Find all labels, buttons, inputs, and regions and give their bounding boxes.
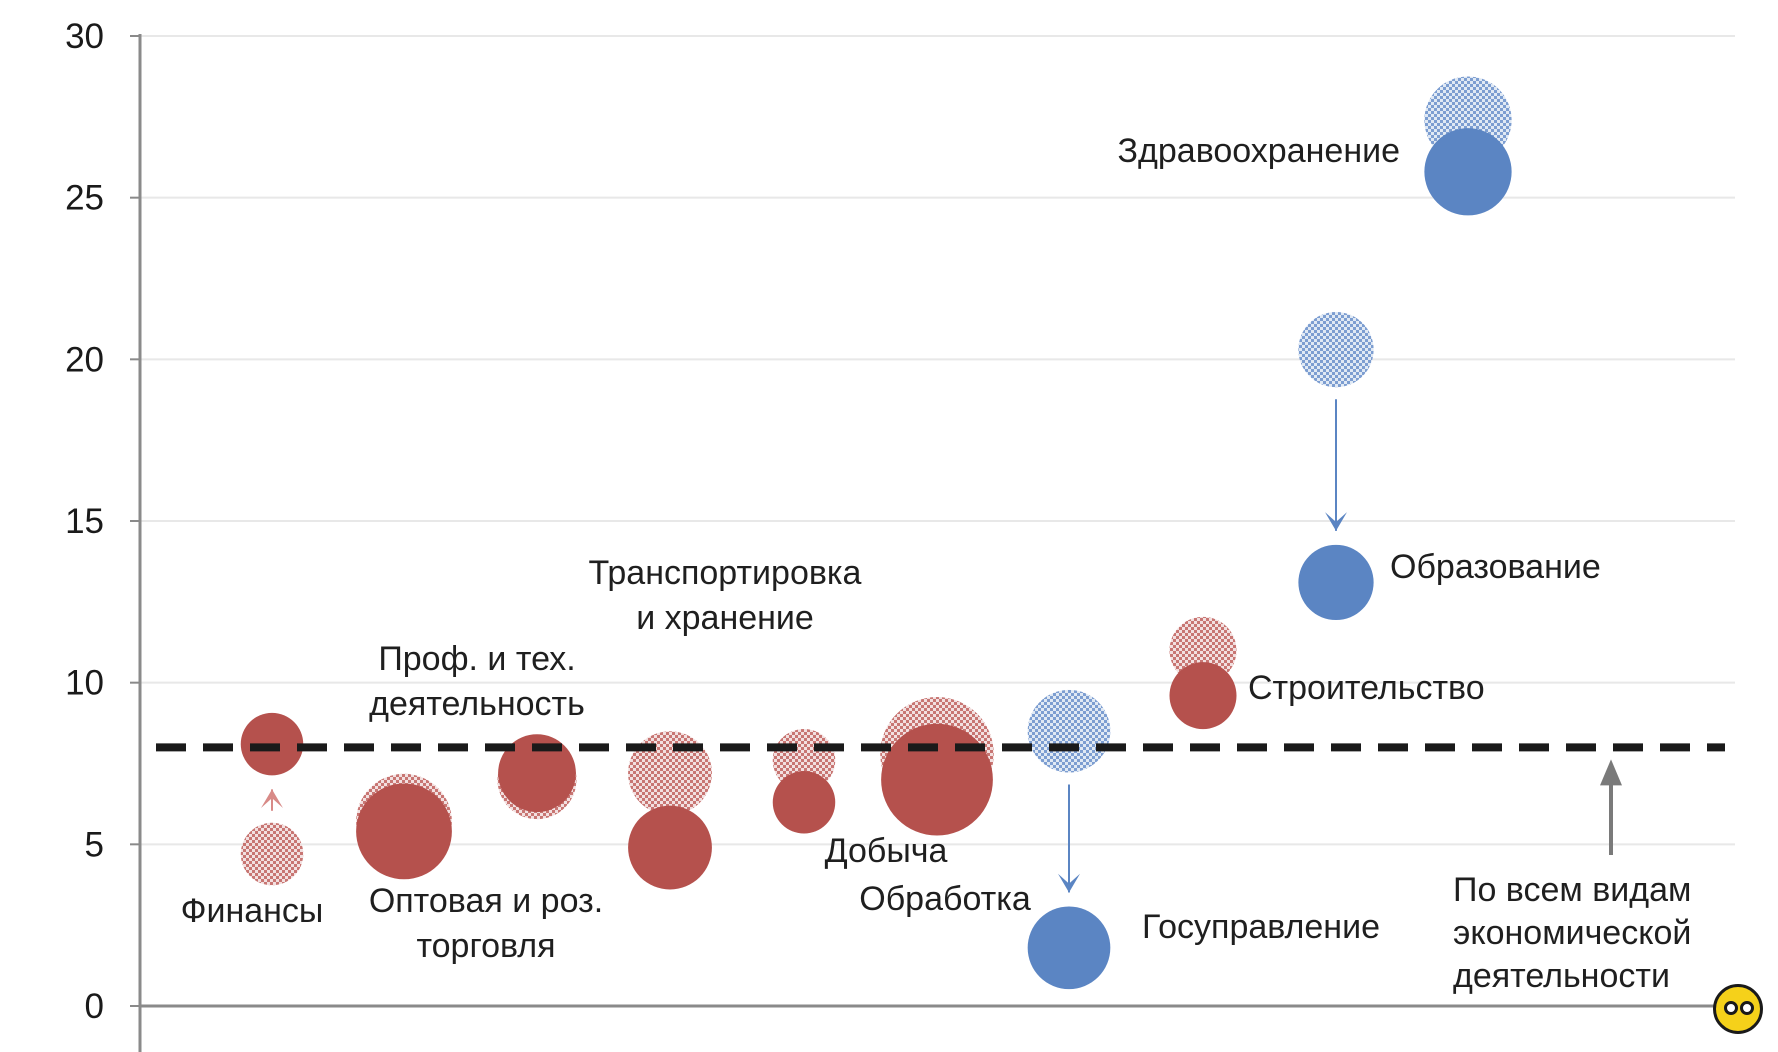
bubble-label: Образование — [1390, 548, 1601, 586]
y-tick-label: 25 — [65, 179, 104, 218]
bubble-after — [628, 805, 712, 890]
y-tick-label: 15 — [65, 502, 104, 541]
bubble-after — [1298, 544, 1374, 621]
bubble-label: Добыча — [825, 832, 948, 870]
bubble-label: Здравоохранение — [1118, 132, 1401, 170]
bubble-after — [498, 734, 576, 813]
bubble-label: деятельность — [369, 685, 585, 723]
bubble-label: Проф. и тех. — [378, 640, 575, 678]
bubbles — [156, 76, 1725, 990]
grid-lines — [140, 35, 1735, 846]
bubble-label: Строительство — [1248, 669, 1485, 707]
bubble-before — [1298, 312, 1374, 388]
arrow-head — [1325, 512, 1347, 531]
bubble-after — [881, 723, 993, 836]
labels: Финансы Оптовая и роз. торговля Проф. и тех… — [181, 132, 1692, 995]
bubble-before — [240, 822, 304, 886]
arrow-head — [261, 789, 283, 809]
bubble-label: Транспортировка — [589, 554, 862, 592]
reference-label: По всем видам — [1453, 871, 1691, 909]
bubble-after — [1424, 128, 1512, 216]
axes: 0 5 10 15 20 25 30 — [65, 17, 1735, 1052]
bubble-label: Обработка — [859, 880, 1031, 918]
y-tick-label: 30 — [65, 17, 104, 56]
y-tick-label: 5 — [85, 825, 104, 864]
bubble-after — [1027, 906, 1111, 990]
bubble-label: Оптовая и роз. — [369, 882, 603, 920]
y-tick-label: 10 — [65, 664, 104, 703]
arrow-head — [1058, 873, 1080, 893]
y-tick-label: 0 — [85, 987, 104, 1026]
reference-label: деятельности — [1453, 957, 1670, 995]
bubble-after — [772, 771, 836, 834]
reference-arrow-head — [1600, 759, 1622, 786]
bubble-label: торговля — [416, 927, 555, 965]
bubble-label: Госуправление — [1142, 908, 1380, 946]
bubble-before — [628, 731, 712, 816]
reference-label: экономической — [1453, 914, 1691, 952]
y-tick-label: 20 — [65, 340, 104, 379]
bubble-label: Финансы — [181, 892, 324, 930]
brand-logo-icon — [1713, 984, 1763, 1034]
bubble-label: и хранение — [636, 599, 814, 637]
bubble-before — [1027, 689, 1111, 773]
bubble-after — [356, 783, 452, 880]
bubble-after — [1169, 662, 1237, 730]
